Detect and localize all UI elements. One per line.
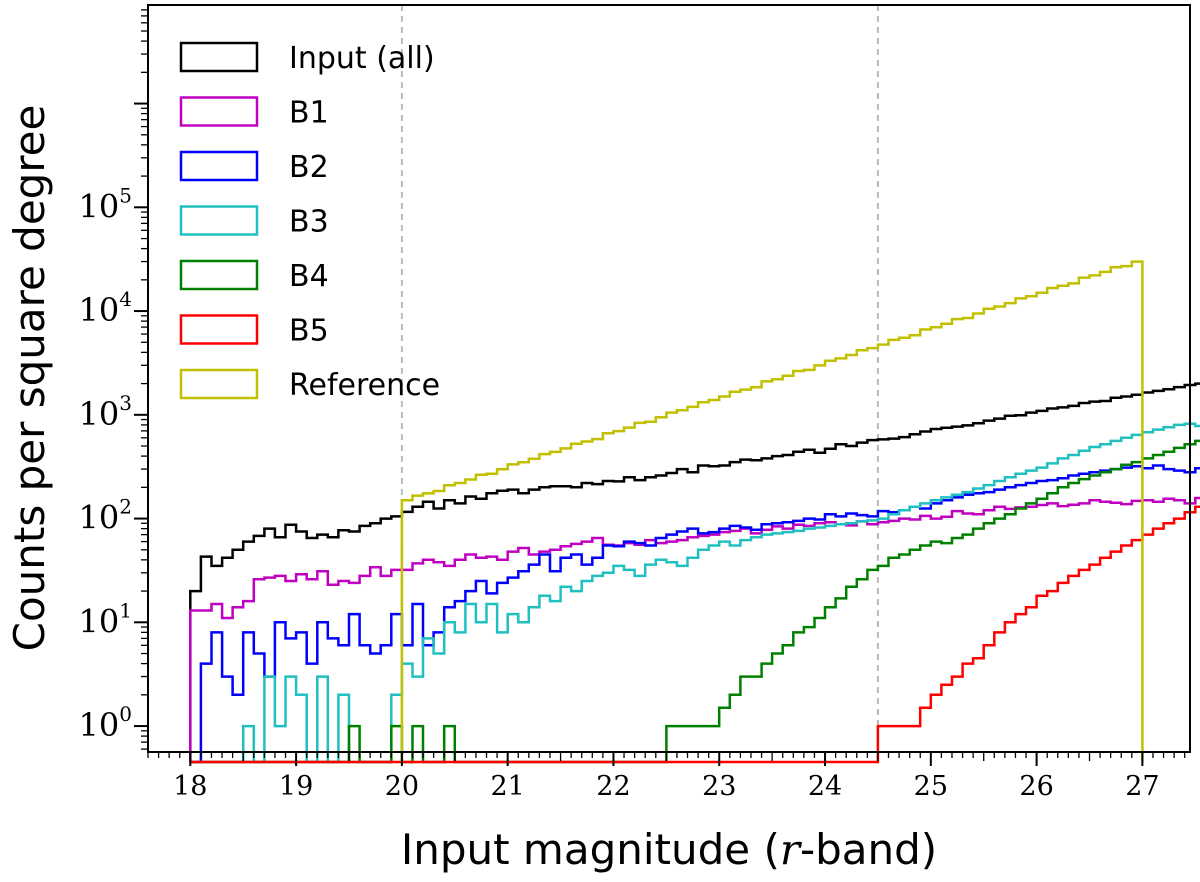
x-tick-label: 20 — [385, 771, 419, 802]
histogram-series — [189, 260, 1200, 764]
x-tick-label: 22 — [596, 771, 630, 802]
legend-swatch — [179, 96, 259, 127]
legend-swatch — [179, 205, 259, 236]
legend-entry-b2: B2 — [179, 150, 329, 185]
vertical-reference-lines — [400, 5, 879, 752]
legend-entry-b5: B5 — [179, 314, 329, 349]
x-tick-label: 25 — [914, 771, 948, 802]
legend-swatch — [179, 259, 259, 291]
y-tick-label: 100 — [79, 702, 132, 744]
x-tick-label: 26 — [1019, 771, 1053, 802]
legend-swatch — [179, 314, 259, 345]
x-axis-label: Input magnitude (r-band) — [401, 825, 937, 874]
legend-entry-reference: Reference — [179, 368, 440, 403]
legend-label: Input (all) — [289, 41, 435, 76]
series-reference — [400, 260, 1144, 762]
x-tick-label: 21 — [490, 771, 524, 802]
legend-entry-b3: B3 — [179, 205, 329, 240]
series-b5 — [190, 505, 1200, 764]
x-tick-label: 23 — [702, 771, 736, 802]
y-tick-label: 101 — [79, 598, 132, 640]
x-tick-label: 27 — [1125, 771, 1159, 802]
x-tick-label: 24 — [808, 771, 842, 802]
legend-label: B2 — [289, 150, 329, 185]
legend-entry-b1: B1 — [179, 96, 329, 131]
legend-entry-b4: B4 — [179, 259, 329, 294]
legend-label: Reference — [289, 368, 440, 403]
legend: Input (all) B1 B2 B3 B4 B5 Reference — [179, 41, 440, 403]
x-tick-label: 19 — [279, 771, 313, 802]
y-axis-label: Counts per square degree — [5, 105, 54, 652]
x-axis: 18 19 20 21 22 23 24 25 26 27 — [147, 752, 1186, 802]
y-tick-label: 104 — [79, 287, 132, 329]
legend-swatch — [179, 150, 259, 182]
series-b1 — [189, 496, 1200, 762]
series-b2 — [190, 464, 1200, 764]
y-tick-label: 102 — [79, 495, 132, 537]
legend-label: B4 — [289, 259, 329, 294]
legend-label: B5 — [289, 314, 329, 349]
legend-entry-input-all: Input (all) — [179, 41, 435, 76]
y-axis: 100 101 102 103 104 105 — [79, 9, 148, 750]
legend-label: B1 — [289, 96, 329, 131]
series-input-all — [189, 382, 1200, 762]
y-tick-label: 103 — [79, 391, 132, 433]
plot-background — [148, 5, 1190, 752]
plot-frame — [147, 4, 1191, 753]
legend-swatch — [179, 41, 259, 73]
y-tick-label: 105 — [79, 183, 132, 225]
series-b3 — [190, 422, 1200, 764]
x-tick-label: 18 — [173, 771, 207, 802]
legend-label: B3 — [289, 205, 329, 240]
legend-swatch — [179, 368, 259, 400]
